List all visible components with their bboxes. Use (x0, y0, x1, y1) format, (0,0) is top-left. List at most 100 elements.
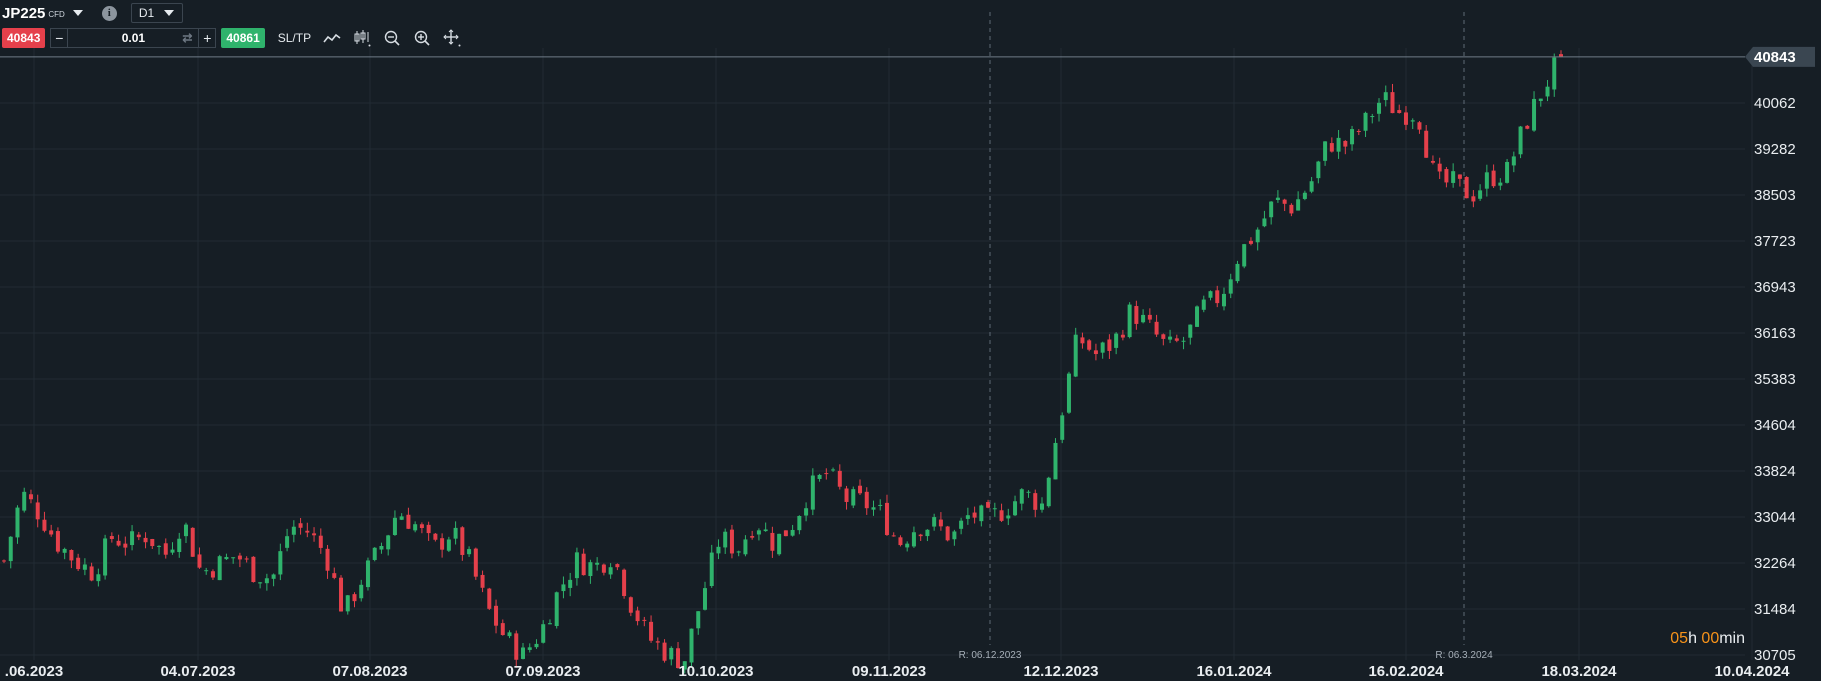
zoom-in-icon[interactable] (413, 29, 431, 47)
candle-down (1356, 130, 1361, 132)
line-chart-icon[interactable] (323, 29, 341, 47)
candle-up (15, 507, 20, 538)
candle-down (69, 549, 74, 561)
crosshair-icon[interactable] (443, 29, 461, 47)
info-icon[interactable]: i (101, 5, 117, 21)
candle-down (1282, 199, 1287, 204)
candle-down (163, 543, 168, 555)
swap-icon[interactable]: ⇄ (182, 31, 193, 45)
candle-down (116, 540, 121, 546)
candle-up (264, 578, 269, 584)
y-tick-label: 40062 (1754, 95, 1796, 112)
candle-up (1269, 201, 1274, 218)
candle-down (426, 524, 431, 534)
candle-down (884, 502, 889, 535)
candle-up (797, 515, 802, 531)
lot-increase-button[interactable]: + (198, 29, 215, 47)
y-tick-label: 35383 (1754, 371, 1796, 388)
candle-up (1552, 57, 1557, 90)
candle-up (709, 552, 714, 586)
candle-up (554, 592, 559, 627)
candle-up (1208, 291, 1213, 298)
candle-up (1511, 156, 1516, 166)
candle-down (1437, 163, 1442, 172)
candle-down (244, 558, 249, 560)
candle-down (581, 553, 586, 576)
candle-down (339, 577, 344, 612)
candle-down (210, 571, 215, 578)
candle-up (103, 538, 108, 576)
buy-button[interactable]: 40861 (221, 28, 265, 48)
candle-down (1559, 54, 1563, 57)
candle-up (291, 526, 296, 535)
candle-down (938, 519, 943, 527)
candle-up (595, 562, 600, 565)
candle-up (1532, 98, 1537, 131)
candle-up (1518, 126, 1523, 155)
candle-up (736, 551, 741, 553)
candle-up (1066, 373, 1071, 413)
candle-up (1013, 501, 1018, 516)
sell-button[interactable]: 40843 (2, 28, 46, 48)
candle-up (1127, 304, 1132, 338)
candle-down (635, 610, 640, 622)
x-tick-label: 16.02.2024 (1368, 663, 1444, 680)
candle-down (601, 564, 606, 573)
candle-up (965, 515, 970, 519)
candle-up (372, 547, 377, 560)
candle-down (1080, 337, 1085, 344)
x-tick-label: 18.03.2024 (1541, 663, 1617, 680)
candle-down (406, 514, 411, 529)
candle-up (82, 564, 87, 570)
candle-down (770, 532, 775, 551)
zoom-out-icon[interactable] (383, 29, 401, 47)
candle-up (959, 520, 964, 529)
candle-down (440, 538, 445, 550)
y-tick-label: 39282 (1754, 141, 1796, 158)
lot-decrease-button[interactable]: − (51, 29, 69, 47)
y-tick-label: 36163 (1754, 325, 1796, 342)
candle-down (1329, 143, 1334, 152)
candle-down (628, 597, 633, 613)
candle-down (460, 527, 465, 555)
candle-up (561, 584, 566, 592)
candle-down (858, 485, 863, 494)
candle-up (365, 560, 370, 588)
candlestick-icon[interactable] (353, 29, 371, 47)
candle-down (494, 605, 499, 626)
lot-size-input[interactable]: 0.01 ⇄ (68, 31, 198, 45)
candle-up (399, 516, 404, 520)
candle-down (197, 554, 202, 568)
candle-up (1316, 161, 1321, 179)
candle-down (824, 473, 829, 475)
candle-up (810, 475, 815, 510)
lot-size-value: 0.01 (121, 31, 146, 45)
candle-down (109, 536, 114, 539)
candle-down (1444, 169, 1449, 183)
candle-up (1221, 293, 1226, 307)
candle-up (790, 529, 795, 536)
candle-up (413, 524, 418, 531)
candle-up (1006, 515, 1011, 519)
x-tick-label: 09.11.2023 (852, 663, 926, 680)
symbol-dropdown-icon[interactable] (72, 10, 83, 16)
current-price-label: 40843 (1754, 49, 1796, 66)
candle-down (1087, 340, 1092, 350)
candle-up (723, 531, 728, 548)
candle-up (1026, 491, 1031, 493)
candle-down (500, 623, 505, 636)
candle-down (305, 530, 310, 533)
candle-down (1464, 177, 1469, 199)
sltp-button[interactable]: SL/TP (277, 31, 312, 45)
symbol-name[interactable]: JP225 (2, 4, 46, 22)
candle-down (729, 529, 734, 554)
candle-up (224, 556, 229, 560)
timeframe-select[interactable]: D1 (130, 3, 183, 23)
candle-down (918, 534, 923, 537)
x-tick-label: .06.2023 (5, 663, 63, 680)
candle-down (123, 543, 128, 548)
candle-up (1478, 190, 1483, 199)
candle-down (1430, 160, 1435, 163)
candle-up (1201, 299, 1206, 310)
